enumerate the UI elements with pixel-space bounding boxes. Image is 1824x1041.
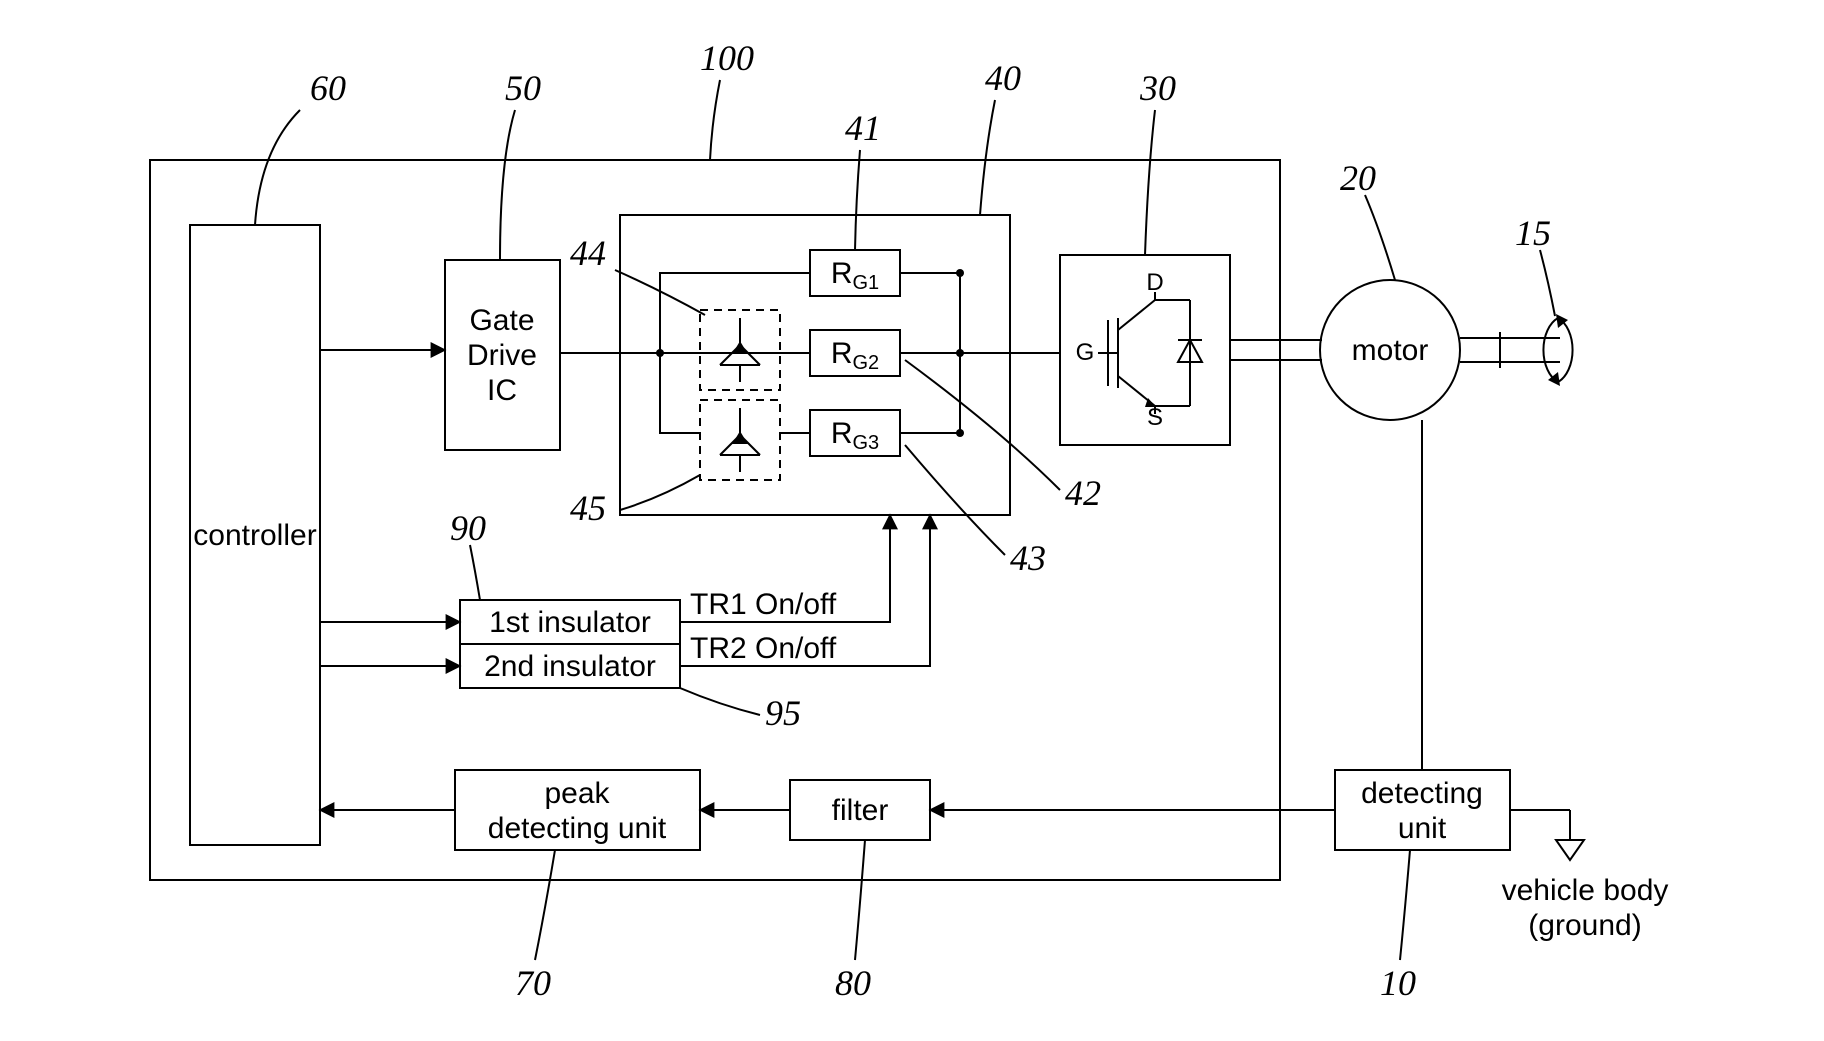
filter-label: filter — [832, 794, 889, 827]
tr2-onoff: TR2 On/off — [690, 632, 837, 665]
leader-45 — [620, 475, 700, 510]
leader-60 — [255, 110, 300, 225]
igbt-g: G — [1076, 339, 1095, 366]
node-right-top — [956, 269, 964, 277]
ins1-label: 1st insulator — [489, 606, 651, 639]
motor-label: motor — [1352, 334, 1429, 367]
ground-label-1: vehicle body — [1502, 874, 1669, 907]
detect-label-1: detecting — [1361, 777, 1483, 810]
gate-drive-label-3: IC — [487, 374, 517, 407]
leader-80 — [855, 840, 865, 960]
peak-label-2: detecting unit — [488, 812, 667, 845]
ref-44: 44 — [570, 233, 606, 273]
leader-90 — [470, 545, 480, 600]
wire-branch-rg1 — [660, 273, 810, 353]
leader-30 — [1145, 110, 1155, 255]
igbt-d: D — [1146, 269, 1163, 296]
ref-40: 40 — [985, 58, 1021, 98]
ref-30: 30 — [1139, 68, 1176, 108]
node-left — [656, 349, 664, 357]
leader-20 — [1365, 195, 1395, 280]
ref-10: 10 — [1380, 963, 1416, 1003]
wire-branch-rg3 — [660, 353, 700, 433]
tr2-symbol — [720, 408, 760, 472]
tr1-symbol — [720, 318, 760, 382]
leader-10 — [1400, 850, 1410, 960]
leader-95 — [680, 688, 760, 715]
ref-43: 43 — [1010, 538, 1046, 578]
leader-41 — [855, 150, 860, 250]
ground-label-2: (ground) — [1528, 909, 1641, 942]
ref-15: 15 — [1515, 213, 1551, 253]
ref-70: 70 — [515, 963, 551, 1003]
ref-95: 95 — [765, 693, 801, 733]
leader-43 — [905, 445, 1005, 555]
ref-45: 45 — [570, 488, 606, 528]
peak-label-1: peak — [544, 777, 610, 810]
ref-60: 60 — [310, 68, 346, 108]
ins2-label: 2nd insulator — [484, 650, 656, 683]
ref-20: 20 — [1340, 158, 1376, 198]
ref-100: 100 — [700, 38, 754, 78]
leader-50 — [500, 110, 515, 260]
tr1-onoff: TR1 On/off — [690, 588, 837, 621]
gate-drive-label-1: Gate — [469, 304, 534, 337]
ref-42: 42 — [1065, 473, 1101, 513]
leader-42 — [905, 360, 1060, 490]
leader-70 — [535, 850, 555, 960]
shaft — [1460, 314, 1573, 386]
controller-label: controller — [193, 519, 316, 552]
leader-40 — [980, 100, 995, 215]
detect-label-2: unit — [1398, 812, 1447, 845]
ref-90: 90 — [450, 508, 486, 548]
ground-symbol — [1510, 810, 1584, 860]
ref-80: 80 — [835, 963, 871, 1003]
ref-41: 41 — [845, 108, 881, 148]
gate-drive-label-2: Drive — [467, 339, 537, 372]
node-right-bot — [956, 429, 964, 437]
ref-50: 50 — [505, 68, 541, 108]
leader-15 — [1540, 250, 1555, 316]
leader-100 — [710, 80, 720, 160]
